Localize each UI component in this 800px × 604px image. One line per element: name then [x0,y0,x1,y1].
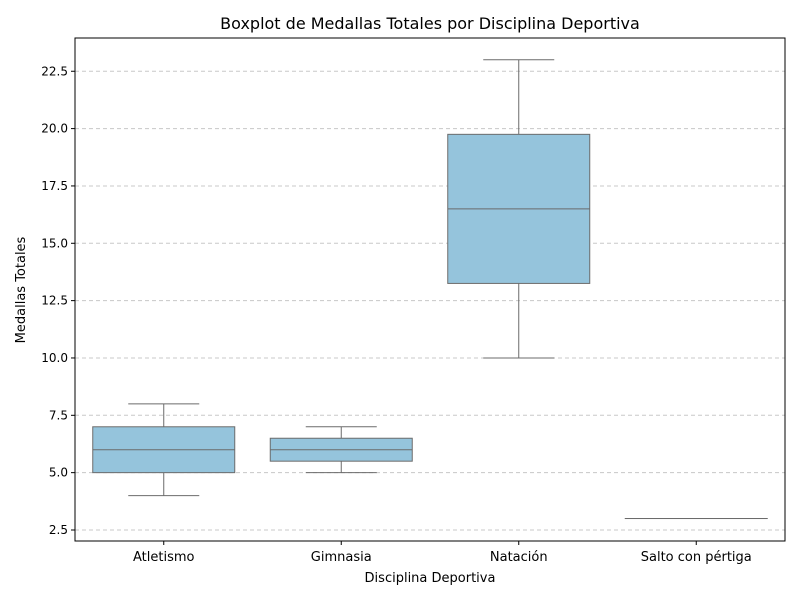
x-tick-label: Salto con pértiga [641,550,752,565]
x-axis: Atletismo Gimnasia Natación Salto con pérti… [133,541,752,565]
box-0 [93,404,235,496]
x-tick-label: Natación [490,550,548,565]
box-2 [448,60,590,358]
y-axis-label: Medallas Totales [14,236,29,343]
y-tick-label: 22.5 [41,64,68,78]
y-tick-label: 17.5 [41,179,68,193]
y-tick-label: 2.5 [49,523,68,537]
box-1 [270,427,412,473]
y-tick-label: 10.0 [41,351,68,365]
y-tick-label: 20.0 [41,122,68,136]
x-tick-label: Gimnasia [311,550,372,565]
x-tick-label: Atletismo [133,550,195,565]
y-axis: 2.5 5.0 7.5 10.0 12.5 15.0 17.5 20.0 22.5 [41,64,75,537]
y-tick-label: 5.0 [49,466,68,480]
chart-title: Boxplot de Medallas Totales por Discipli… [220,14,640,33]
y-tick-label: 15.0 [41,236,68,250]
y-tick-label: 12.5 [41,294,68,308]
y-tick-label: 7.5 [49,408,68,422]
x-axis-label: Disciplina Deportiva [365,571,496,586]
